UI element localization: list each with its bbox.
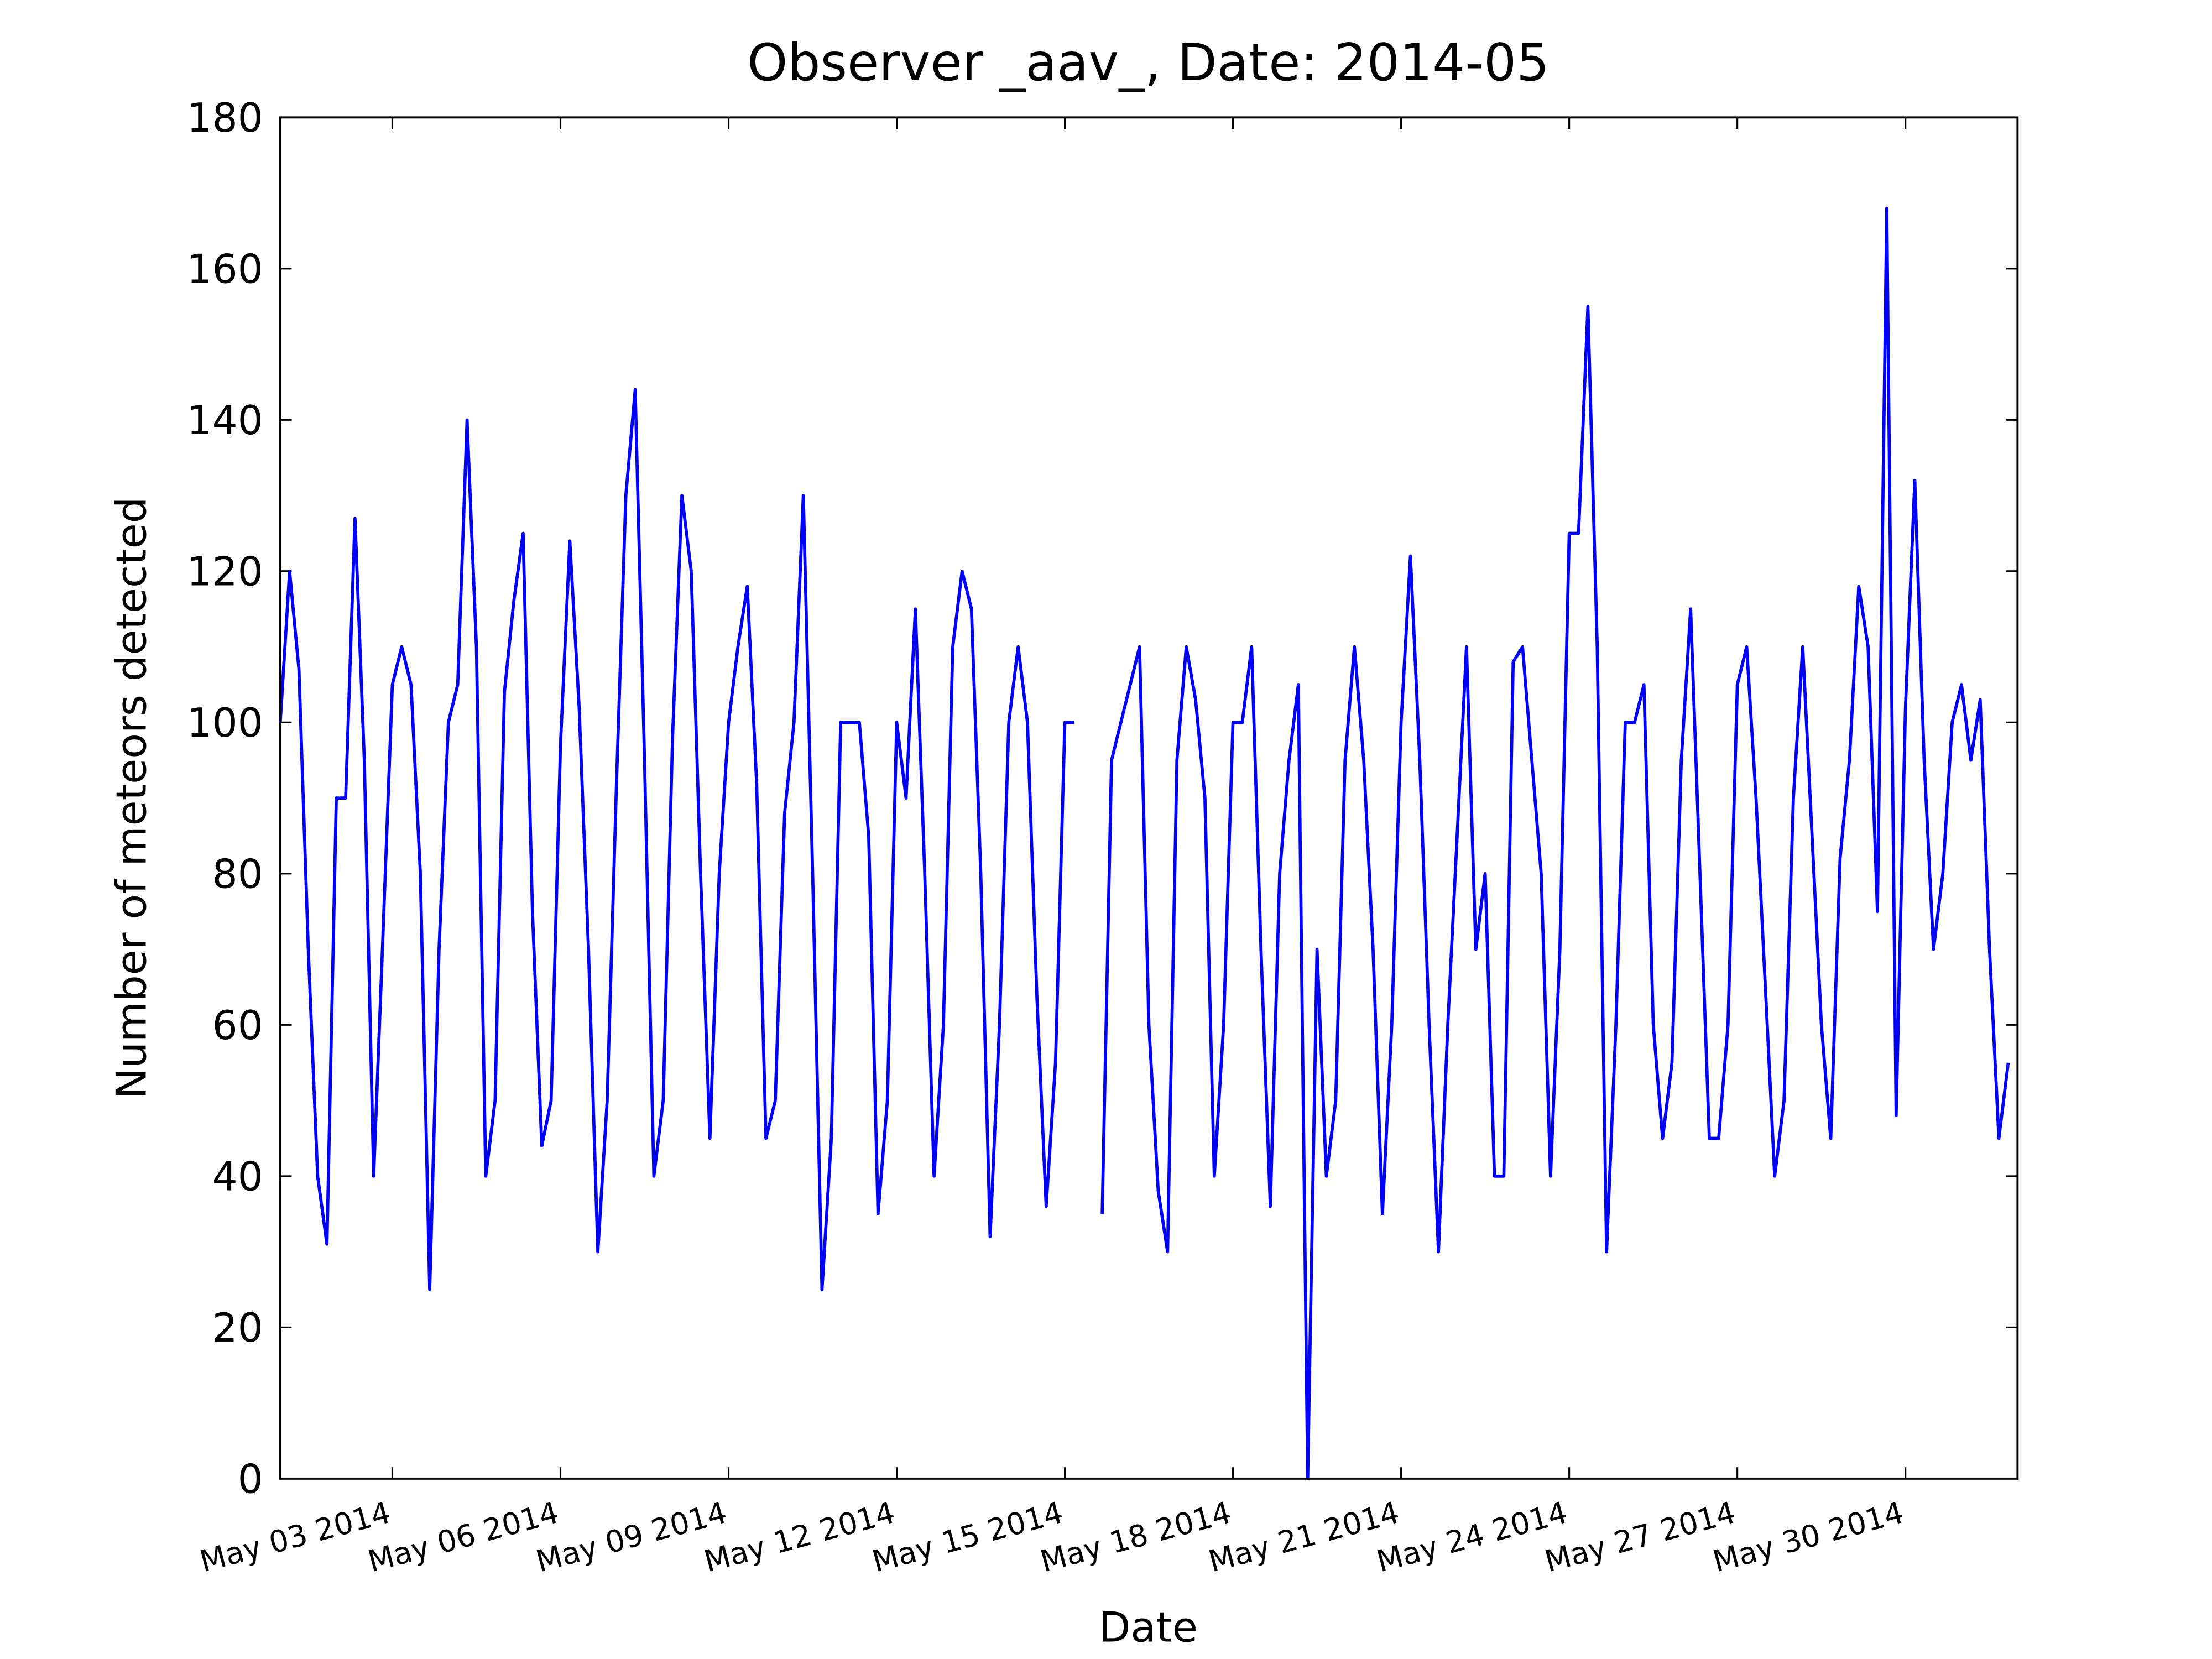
y-tick-label: 180 bbox=[187, 95, 263, 142]
y-tick-label: 160 bbox=[187, 247, 263, 293]
data-line bbox=[278, 206, 2010, 1480]
y-tick-label: 140 bbox=[187, 398, 263, 444]
chart-title: Observer _aav_, Date: 2014-05 bbox=[747, 33, 1549, 92]
x-axis-label: Date bbox=[1099, 1603, 1198, 1652]
y-tick-label: 120 bbox=[187, 549, 263, 596]
y-tick-label: 20 bbox=[212, 1305, 263, 1352]
y-tick-label: 60 bbox=[212, 1003, 263, 1049]
y-axis-label: Number of meteors detected bbox=[107, 497, 156, 1099]
y-tick-label: 80 bbox=[212, 852, 263, 898]
y-tick-label: 0 bbox=[238, 1457, 263, 1503]
y-tick-label: 100 bbox=[187, 700, 263, 747]
plot-frame bbox=[279, 116, 2019, 1480]
y-tick-label: 40 bbox=[212, 1154, 263, 1201]
